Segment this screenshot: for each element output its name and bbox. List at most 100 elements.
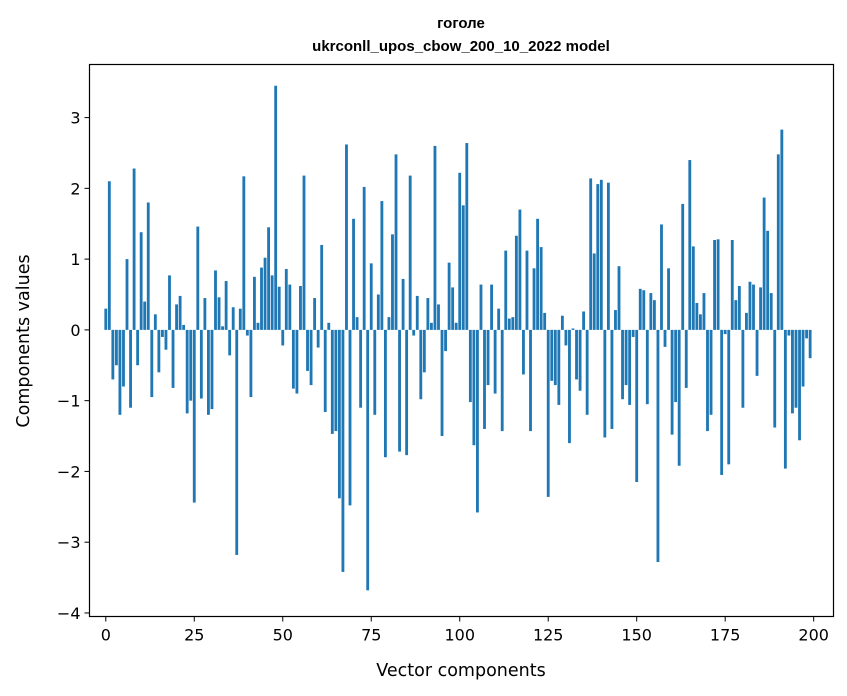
x-tick-label: 200 <box>798 626 829 645</box>
bar <box>440 329 444 437</box>
bar <box>539 247 543 330</box>
bar <box>798 329 801 441</box>
bar <box>249 329 253 398</box>
bar <box>164 329 168 350</box>
bar <box>504 250 508 330</box>
y-tick-label: −4 <box>57 604 81 623</box>
bar <box>323 329 327 412</box>
bar <box>621 329 624 400</box>
bar <box>766 230 770 330</box>
bar <box>291 329 295 389</box>
bar <box>401 278 405 330</box>
bar <box>224 281 228 330</box>
bar <box>578 329 582 391</box>
bar <box>267 227 271 330</box>
bar <box>185 329 189 414</box>
bar <box>791 329 794 414</box>
bar <box>175 304 178 330</box>
bar <box>486 329 490 386</box>
bar <box>614 310 617 330</box>
bar <box>415 295 419 330</box>
bar <box>245 329 249 336</box>
bar <box>231 307 235 330</box>
bar <box>235 329 239 555</box>
bar <box>603 329 607 438</box>
bar <box>553 329 557 386</box>
bar <box>720 329 724 475</box>
bar <box>458 172 462 330</box>
bar <box>606 182 610 330</box>
bar <box>238 308 242 330</box>
bar <box>568 329 571 444</box>
bar <box>780 129 784 330</box>
bar <box>645 329 649 405</box>
bar <box>808 329 812 359</box>
bar <box>454 322 458 330</box>
bar <box>405 329 409 456</box>
bar <box>670 329 674 435</box>
bar <box>242 176 246 330</box>
bar <box>345 144 348 330</box>
bar <box>649 293 653 330</box>
bar <box>667 268 670 330</box>
bar <box>281 329 285 346</box>
plot-frame <box>88 63 835 618</box>
y-tick-label: 0 <box>70 321 80 340</box>
bar <box>302 175 306 330</box>
bar <box>801 329 805 387</box>
bar <box>284 269 288 330</box>
bar <box>398 329 401 452</box>
x-axis: 0 25 50 75 100 125 150 175 200 <box>101 616 829 645</box>
bar <box>433 145 437 330</box>
bar <box>755 329 759 376</box>
bar <box>497 308 501 330</box>
y-tick-label: 3 <box>70 109 80 128</box>
y-tick-label: −2 <box>57 462 81 481</box>
bar <box>373 329 377 415</box>
bar <box>752 284 755 330</box>
bar <box>741 329 745 408</box>
bar <box>341 329 345 572</box>
bar <box>217 297 221 330</box>
x-tick-label: 175 <box>710 626 741 645</box>
bar <box>114 329 118 366</box>
bar <box>635 329 639 483</box>
bar <box>557 329 561 405</box>
bar <box>536 218 540 330</box>
bar <box>677 329 681 466</box>
bar <box>447 262 451 330</box>
bar <box>709 329 713 415</box>
bar <box>794 329 798 408</box>
bar <box>132 168 136 330</box>
bar <box>143 301 147 330</box>
bar <box>153 314 157 330</box>
bar <box>182 324 186 330</box>
bar <box>412 329 416 336</box>
bar <box>207 329 210 415</box>
bar <box>139 232 143 330</box>
bar <box>256 322 260 330</box>
bar <box>660 224 663 330</box>
x-tick-label: 50 <box>273 626 293 645</box>
x-tick-label: 150 <box>621 626 652 645</box>
bar <box>674 329 678 403</box>
bar <box>773 329 777 428</box>
bar <box>713 240 716 330</box>
bar <box>178 295 182 330</box>
bar <box>656 329 660 562</box>
bar <box>560 315 564 330</box>
x-axis-label: Vector components <box>376 661 545 681</box>
bar <box>437 304 440 330</box>
bar <box>493 329 497 394</box>
bar <box>221 326 224 330</box>
bar <box>514 235 518 330</box>
bar <box>171 329 175 388</box>
bar <box>387 317 391 330</box>
bar <box>348 329 352 506</box>
x-tick-label: 75 <box>361 626 381 645</box>
bar <box>391 234 394 330</box>
bar <box>776 154 780 330</box>
bar <box>330 329 334 434</box>
bar <box>316 329 320 348</box>
bar <box>525 250 529 330</box>
